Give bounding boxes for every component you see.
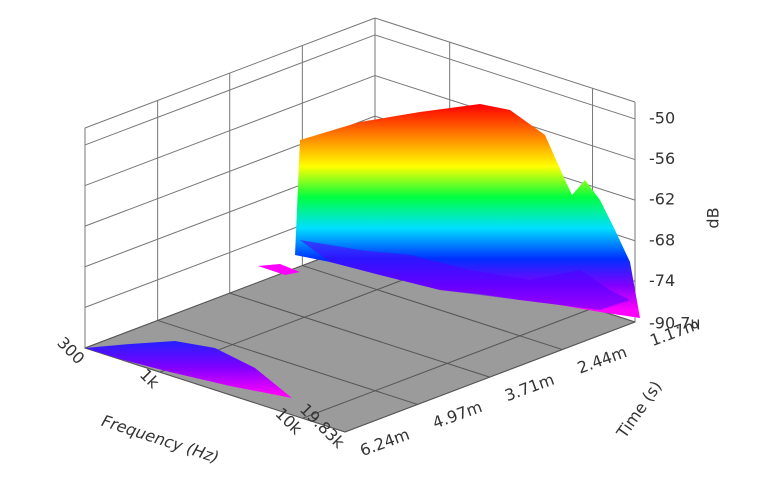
wall-edge (84, 17, 376, 129)
y-tick-label: 6.24m (357, 425, 412, 460)
surface-ridge (300, 240, 630, 310)
z-tick-label: -56 (649, 149, 675, 168)
floor-grid-line (302, 265, 563, 351)
surface-dome (85, 341, 292, 398)
x-tick-label: 300 (53, 333, 88, 368)
y-tick-label: 3.71m (502, 370, 557, 405)
z-tick-label: -62 (649, 190, 675, 209)
z-tick-label: -50 (649, 108, 675, 127)
wall-edge (374, 17, 636, 103)
y-tick-label: 2.44m (575, 342, 630, 377)
z-axis-title: dB (704, 207, 723, 228)
floor-grid-line (84, 347, 346, 433)
floor-grid-line (344, 321, 636, 433)
floor-grid-line (229, 292, 490, 378)
floor-grid-line (157, 319, 418, 405)
z-tick-label: -74 (649, 271, 675, 290)
x-axis-title: Frequency (Hz) (99, 411, 221, 467)
z-tick-label: -68 (649, 230, 675, 249)
surface-streak (258, 264, 300, 275)
y-tick-label: 4.97m (430, 397, 485, 432)
surface (85, 104, 640, 398)
grid-line (374, 34, 636, 120)
y-axis-title: Time (s) (612, 377, 665, 442)
z-floor-label: -90.7u (649, 314, 701, 333)
